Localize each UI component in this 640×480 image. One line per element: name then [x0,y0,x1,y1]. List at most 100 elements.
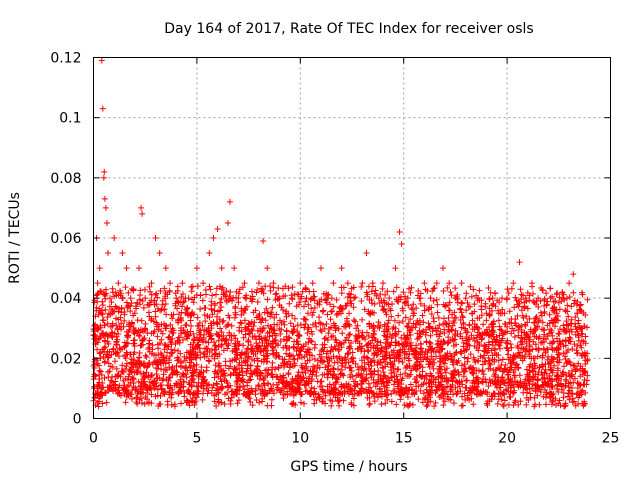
data-point [121,343,128,350]
data-point [472,378,479,385]
data-point [127,302,134,309]
data-point [304,380,311,387]
data-point [339,371,346,378]
data-point [443,374,450,381]
data-point [332,387,339,394]
data-point [136,350,143,357]
data-point [217,299,224,306]
data-point [424,401,431,408]
data-point [414,365,421,372]
data-point [238,320,245,327]
data-point [574,366,581,373]
data-point [260,238,267,245]
data-point [224,321,231,328]
data-point [489,377,496,384]
data-point [115,330,122,337]
data-point [347,385,354,392]
data-point [365,333,372,340]
data-point [368,288,375,295]
data-point [372,379,379,386]
data-point [570,289,577,296]
data-point [560,291,567,298]
data-point [376,299,383,306]
data-point [183,374,190,381]
data-point [121,311,128,318]
data-point [449,374,456,381]
data-point [420,328,427,335]
data-point [291,315,298,322]
data-point [414,362,421,369]
data-point [554,365,561,372]
data-point [121,317,128,324]
data-point [147,288,154,295]
data-point [260,325,267,332]
data-point [385,317,392,324]
data-point [314,362,321,369]
data-point [286,353,293,360]
data-point [378,388,385,395]
data-point [555,299,562,306]
data-point [217,375,224,382]
data-point [346,310,353,317]
data-point [222,291,229,298]
data-point [244,390,251,397]
data-point [352,378,359,385]
data-point [178,294,185,301]
data-point [289,329,296,336]
data-point [430,315,437,322]
data-point [358,298,365,305]
data-point [228,322,235,329]
data-point [223,287,230,294]
data-point [211,307,218,314]
data-point [212,362,219,369]
data-point [553,316,560,323]
data-point [569,371,576,378]
data-point [250,309,257,316]
data-point [177,358,184,365]
data-point [544,333,551,340]
data-point [377,339,384,346]
data-point [258,358,265,365]
data-point [395,312,402,319]
data-point [234,400,241,407]
data-point [307,296,314,303]
data-point [471,323,478,330]
data-point [520,314,527,321]
data-point [331,359,338,366]
data-point [332,325,339,332]
data-point [500,402,507,409]
data-point [352,383,359,390]
data-point [211,346,218,353]
data-point [178,330,185,337]
data-point [566,293,573,300]
data-point [550,339,557,346]
data-point [190,299,197,306]
data-point [266,333,273,340]
data-point [208,389,215,396]
data-point [371,398,378,405]
data-point [393,284,400,291]
data-point [556,294,563,301]
data-point [102,286,109,293]
data-point [96,350,103,357]
data-point [186,402,193,409]
data-point [140,304,147,311]
data-point [305,349,312,356]
data-point [246,330,253,337]
data-point [342,337,349,344]
data-point [527,369,534,376]
data-point [546,311,553,318]
data-point [519,352,526,359]
data-point [245,338,252,345]
data-point [289,284,296,291]
y-tick-label: 0 [73,412,82,428]
data-point [224,379,231,386]
data-point [154,305,161,312]
data-point [513,297,520,304]
data-point [347,386,354,393]
data-point [121,390,128,397]
data-point [540,335,547,342]
data-point [348,285,355,292]
data-point [452,314,459,321]
data-point [283,327,290,334]
